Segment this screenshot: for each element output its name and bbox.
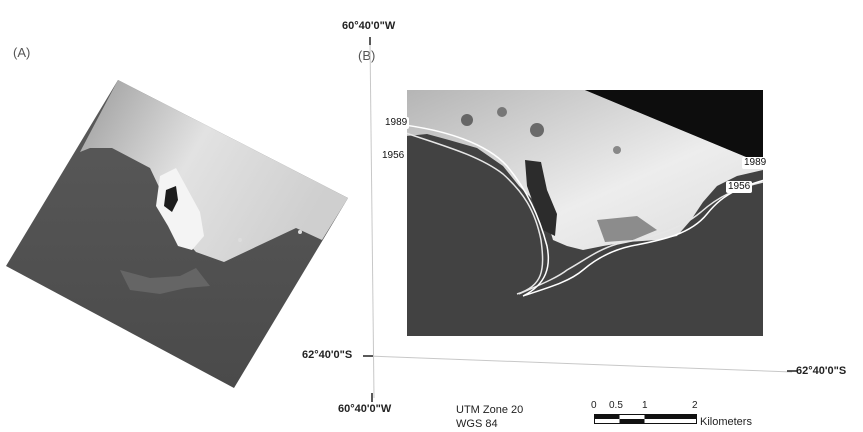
scale-bar-graphic: [594, 414, 697, 424]
panel-b-glacier: [407, 90, 763, 250]
panel-b-label: (B): [358, 48, 376, 63]
panel-b-no-data-area: [585, 90, 763, 164]
shoreline-1956: [407, 132, 763, 295]
shoreline-1989: [407, 124, 763, 297]
shoreline-label-1989-right: 1989: [742, 157, 769, 169]
scale-tick-1: 1: [642, 400, 648, 411]
panel-b-satellite-image: [407, 90, 763, 336]
panel-a-label: (A): [13, 45, 31, 60]
scale-unit: Kilometers: [700, 416, 752, 428]
scale-bar: 0 0.5 1 2 Kilometers: [591, 400, 764, 430]
projection-datum: WGS 84: [456, 418, 498, 430]
latitude-line: [367, 355, 793, 373]
projection-zone: UTM Zone 20: [456, 404, 524, 416]
shoreline-label-1956-right: 1956: [726, 181, 753, 193]
shoreline-label-1956-left: 1956: [380, 150, 407, 162]
projection-info: UTM Zone 20 WGS 84: [456, 403, 523, 431]
shoreline-label-1989-left: 1989: [383, 117, 410, 129]
longitude-line: [369, 39, 375, 399]
panel-a-glacier: [80, 80, 348, 262]
scale-tick-0: 0: [591, 400, 597, 411]
scale-tick-0-5: 0.5: [609, 400, 623, 411]
scale-tick-2: 2: [692, 400, 698, 411]
longitude-label-bottom: 60°40'0"W: [338, 403, 392, 415]
longitude-label-top: 60°40'0"W: [342, 20, 396, 32]
latitude-label-right: 62°40'0"S: [796, 365, 847, 377]
latitude-label-left: 62°40'0"S: [302, 349, 353, 361]
